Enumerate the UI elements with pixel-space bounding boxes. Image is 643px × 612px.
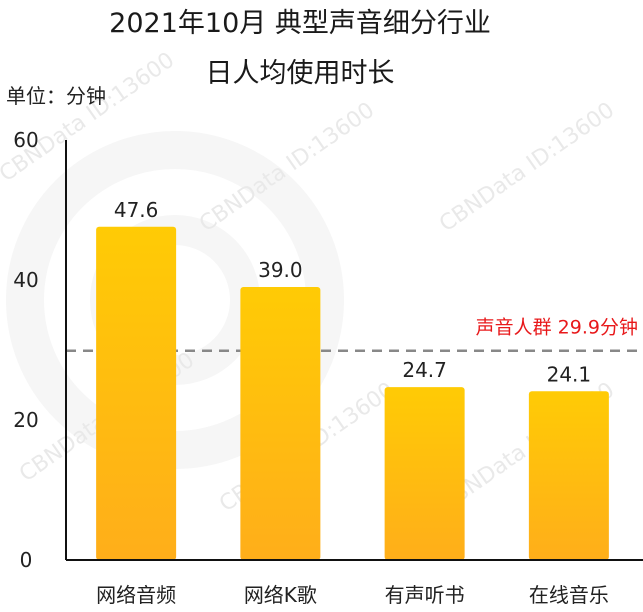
data-label: 24.7: [402, 358, 447, 382]
x-category-label: 有声听书: [385, 583, 465, 607]
y-tick-label: 20: [13, 408, 38, 432]
y-tick-label: 40: [13, 268, 38, 292]
axes: [65, 140, 643, 561]
reference-line-label: 声音人群 29.9分钟: [476, 317, 638, 339]
reference-line-group: 声音人群 29.9分钟: [66, 317, 643, 352]
bar: [240, 287, 321, 560]
watermark-text-3: CBNData ID:13600: [435, 98, 619, 237]
x-category-label: 网络K歌: [244, 583, 317, 607]
data-label: 47.6: [114, 198, 159, 222]
y-axis-ticks: 0 20 40 60: [13, 128, 38, 572]
x-category-label: 网络音频: [96, 583, 176, 607]
x-category-label: 在线音乐: [529, 583, 609, 607]
unit-label: 单位：分钟: [6, 84, 106, 108]
bar: [96, 226, 177, 561]
data-label: 24.1: [547, 362, 592, 386]
bar: [528, 391, 609, 560]
bars: 47.6 网络音频 39.0 网络K歌 24.7 有声听书 24.1 在线音乐: [96, 198, 609, 607]
y-tick-label: 60: [13, 128, 38, 152]
data-label: 39.0: [258, 258, 303, 282]
chart-title-line1: 2021年10月 典型声音细分行业: [109, 8, 491, 39]
chart-title-line2: 日人均使用时长: [206, 58, 395, 89]
bar: [384, 387, 465, 560]
y-tick-label: 0: [20, 548, 33, 572]
